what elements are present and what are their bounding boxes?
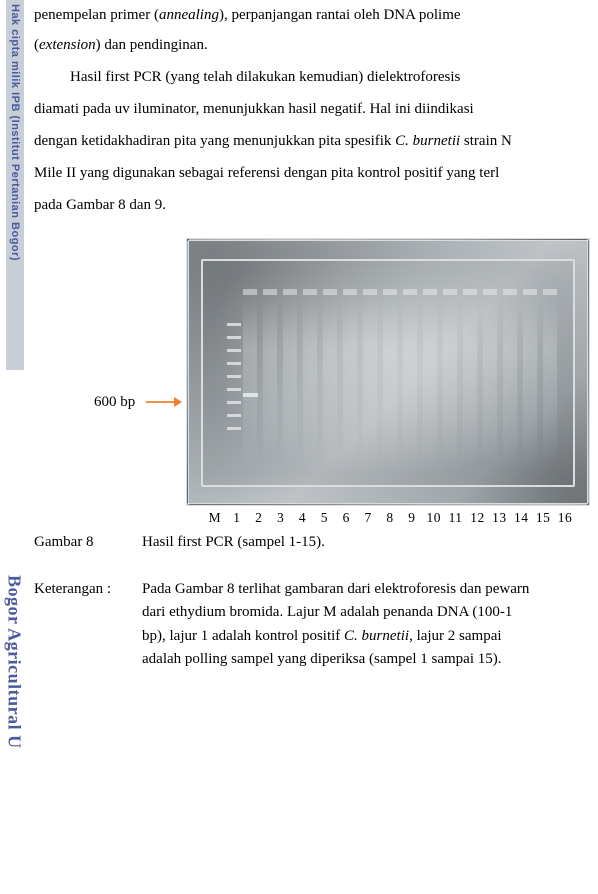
- lane-label: 14: [510, 510, 532, 526]
- paragraph-2d: Mile II yang digunakan sebagai referensi…: [34, 158, 598, 188]
- gel-frame: [201, 259, 575, 487]
- lane-label: 8: [379, 510, 401, 526]
- lane-label: 2: [248, 510, 270, 526]
- lane-label: 10: [423, 510, 445, 526]
- lane-label: 16: [554, 510, 576, 526]
- lane-label: 12: [467, 510, 489, 526]
- text-run: ) dan pendinginan.: [96, 37, 208, 53]
- paragraph-2: Hasil first PCR (yang telah dilakukan ke…: [34, 62, 598, 92]
- paragraph-2c: dengan ketidakhadiran pita yang menunjuk…: [34, 126, 598, 156]
- paragraph-2e: pada Gambar 8 dan 9.: [34, 190, 598, 220]
- paragraph-1: penempelan primer (annealing), perpanjan…: [34, 0, 598, 60]
- lane-label: 4: [292, 510, 314, 526]
- legend-label: Keterangan :: [34, 578, 142, 671]
- legend-body: Pada Gambar 8 terlihat gambaran dari ele…: [142, 578, 598, 671]
- text-run: bp), lajur 1 adalah kontrol positif: [142, 628, 344, 644]
- lane-label: 5: [313, 510, 335, 526]
- lane-label: 15: [532, 510, 554, 526]
- text-run: Hasil first PCR (yang telah dilakukan ke…: [70, 69, 460, 85]
- text-run: strain N: [460, 133, 512, 149]
- text-run: Pada Gambar 8 terlihat gambaran dari ele…: [142, 581, 529, 597]
- lane-label: 3: [270, 510, 292, 526]
- text-italic: C. burnetii: [344, 628, 409, 644]
- text-run: , lajur 2 sampai: [409, 628, 501, 644]
- text-run: pada Gambar 8 dan 9.: [34, 197, 166, 213]
- institution-sidebar: Bogor Agricultural U: [0, 575, 28, 894]
- text-run: dengan ketidakhadiran pita yang menunjuk…: [34, 133, 395, 149]
- lane-label: 1: [226, 510, 248, 526]
- text-italic: annealing: [159, 7, 219, 23]
- lane-label: 13: [488, 510, 510, 526]
- dna-ladder: [227, 323, 241, 440]
- figure-legend: Keterangan : Pada Gambar 8 terlihat gamb…: [34, 578, 598, 671]
- lane-smears: [243, 299, 557, 465]
- page-content: penempelan primer (annealing), perpanjan…: [34, 0, 598, 238]
- lane-label: 6: [335, 510, 357, 526]
- text-italic: C. burnetii: [395, 133, 460, 149]
- caption-label: Gambar 8: [34, 534, 142, 551]
- lane-label: 7: [357, 510, 379, 526]
- gel-image: [186, 238, 590, 506]
- copyright-text: Hak cipta milik IPB (Institut Pertanian …: [9, 4, 21, 261]
- lane-label: M: [204, 510, 226, 526]
- institution-text: Bogor Agricultural U: [4, 575, 25, 749]
- wells-row: [243, 289, 557, 297]
- caption-text: Hasil first PCR (sampel 1-15).: [142, 534, 598, 551]
- text-run: adalah polling sampel yang diperiksa (sa…: [142, 651, 502, 667]
- bp-label: 600 bp: [94, 394, 135, 411]
- figure-caption: Gambar 8 Hasil first PCR (sampel 1-15).: [34, 534, 598, 551]
- text-run: penempelan primer (: [34, 7, 159, 23]
- lane-labels: M 1 2 3 4 5 6 7 8 9 10 11 12 13 14 15 16: [186, 510, 590, 526]
- arrow-icon: [146, 394, 182, 410]
- text-run: diamati pada uv iluminator, menunjukkan …: [34, 101, 474, 117]
- paragraph-2b: diamati pada uv iluminator, menunjukkan …: [34, 94, 598, 124]
- text-italic: extension: [39, 37, 96, 53]
- lane-label: 11: [445, 510, 467, 526]
- copyright-sidebar: Hak cipta milik IPB (Institut Pertanian …: [6, 0, 24, 370]
- text-run: dari ethydium bromida. Lajur M adalah pe…: [142, 604, 512, 620]
- text-run: Mile II yang digunakan sebagai referensi…: [34, 165, 499, 181]
- lane-label: 9: [401, 510, 423, 526]
- text-run: ), perpanjangan rantai oleh DNA polime: [219, 7, 461, 23]
